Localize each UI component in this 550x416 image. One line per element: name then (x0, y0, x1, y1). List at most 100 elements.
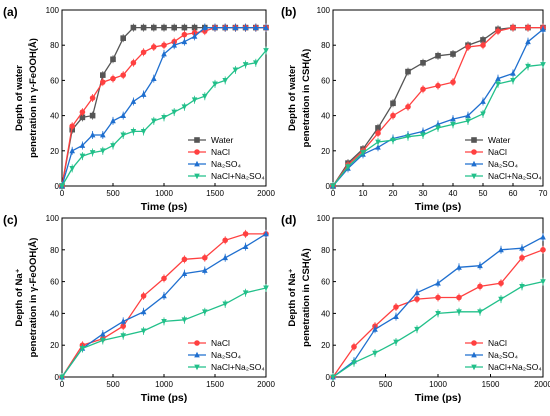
data-point (480, 37, 486, 43)
data-point (79, 142, 86, 148)
data-point (140, 129, 147, 135)
data-point (450, 115, 456, 122)
data-point (242, 231, 249, 237)
data-point (435, 125, 441, 132)
legend-entry: Na₂SO₄ (488, 159, 518, 169)
data-point (390, 137, 396, 144)
data-point (435, 311, 441, 317)
data-point (242, 24, 249, 30)
data-point (414, 296, 420, 302)
x-axis-label: Time (ps) (141, 392, 187, 404)
data-point (390, 112, 396, 119)
data-point (540, 62, 546, 68)
data-point (171, 42, 177, 48)
panel-label: (b) (281, 5, 296, 19)
data-point (69, 123, 75, 129)
data-point (480, 111, 486, 118)
legend: Water NaCl Na₂SO₄ NaCl+Na₂SO₄ (465, 135, 542, 181)
data-point (110, 117, 116, 124)
data-point (471, 149, 477, 155)
data-point (232, 24, 239, 30)
legend-entry: NaCl (211, 147, 230, 157)
data-point (495, 75, 501, 82)
data-point (263, 24, 269, 30)
data-point (151, 75, 157, 82)
data-point (79, 153, 86, 160)
data-point (181, 24, 188, 31)
x-tick-label: 10 (359, 189, 368, 198)
legend-entry: NaCl+Na₂SO₄ (488, 362, 542, 372)
x-tick-label: 30 (419, 189, 428, 198)
data-point (471, 160, 477, 167)
data-point (540, 247, 546, 253)
data-point (79, 345, 86, 352)
x-tick-label: 1000 (155, 380, 173, 389)
data-point (351, 343, 357, 350)
plot-frame (332, 9, 544, 187)
data-point (414, 289, 420, 296)
data-point (202, 93, 208, 100)
data-point (405, 104, 411, 110)
chart-panel-4: 0 500 1000 1500 2000 0 20 40 60 80 100 Time (ps) Dep… (281, 213, 550, 404)
data-point (161, 24, 167, 31)
data-point (435, 279, 441, 286)
data-point (161, 50, 167, 57)
x-axis-label: Time (ps) (415, 392, 461, 404)
data-point (89, 131, 96, 138)
y-tick-label: 0 (55, 373, 60, 382)
data-point (69, 166, 75, 172)
x-tick-label: 70 (539, 189, 548, 198)
data-point (120, 318, 126, 324)
data-point (222, 237, 228, 244)
data-point (450, 122, 456, 128)
data-point (519, 254, 525, 261)
data-point (435, 294, 441, 301)
data-point (222, 78, 228, 84)
y-tick-label: 80 (50, 41, 59, 50)
data-point (202, 254, 208, 261)
legend-entry: NaCl (488, 147, 507, 157)
x-tick-label: 1500 (482, 380, 500, 389)
data-point (202, 309, 208, 316)
legend-entry: Water (211, 135, 234, 145)
y-tick-label: 0 (326, 373, 331, 382)
data-point (140, 293, 147, 299)
data-point (253, 24, 259, 30)
data-point (120, 112, 126, 118)
y-tick-label: 60 (321, 76, 330, 85)
data-point (477, 262, 483, 269)
y-tick-label: 40 (321, 309, 330, 318)
x-tick-label: 0 (331, 189, 336, 198)
data-point (510, 24, 516, 31)
data-point (222, 24, 228, 30)
data-point (181, 270, 188, 277)
data-point (495, 28, 501, 34)
data-point (181, 38, 188, 45)
data-point (140, 24, 147, 31)
legend-entry: NaCl (488, 338, 507, 348)
data-point (194, 149, 200, 155)
data-point (100, 338, 106, 344)
data-point (263, 230, 269, 237)
chart-panel-3: 0 500 1000 1500 2000 0 20 40 60 80 100 Time (ps) Dep… (3, 213, 275, 404)
data-point (59, 183, 65, 190)
data-point (100, 131, 106, 138)
data-point (450, 51, 456, 57)
data-point (540, 233, 546, 240)
data-point (480, 98, 486, 104)
data-point (100, 148, 106, 154)
data-point (519, 245, 525, 251)
y-tick-label: 60 (321, 278, 330, 287)
y-tick-label: 20 (50, 147, 59, 156)
data-point (120, 35, 126, 41)
data-point (375, 130, 381, 136)
data-point (181, 317, 188, 323)
chart-panel-2: 0 10 20 30 40 50 60 70 0 20 40 60 80 100 Time (ps) Dept… (281, 5, 548, 213)
y-tick-label: 60 (50, 76, 59, 85)
data-point (405, 68, 411, 75)
data-point (194, 364, 200, 371)
data-point (471, 351, 477, 358)
series-3 (330, 277, 546, 381)
data-point (471, 364, 477, 371)
